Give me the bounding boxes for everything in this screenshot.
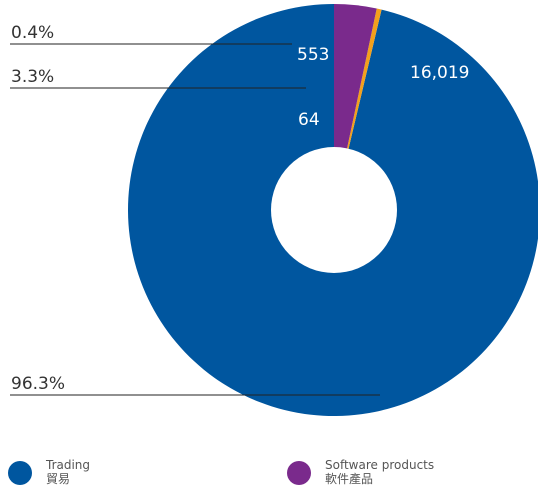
percent-label-trading: 96.3% — [11, 374, 65, 394]
legend-label-software-zh: 軟件產品 — [325, 472, 374, 486]
legend-swatch-software-products — [287, 461, 311, 485]
legend-label-trading-zh: 貿易 — [46, 472, 71, 486]
legend-swatch-trading — [8, 461, 32, 485]
legend-label-software-en: Software products — [325, 458, 435, 472]
legend-item-trading: Trading 貿易 — [8, 458, 90, 486]
percent-label-other: 0.4% — [11, 23, 54, 43]
donut-chart: 96.3% 0.4% 3.3% 16,019 64 553 — [10, 4, 538, 416]
donut-hole — [271, 147, 397, 273]
value-label-trading: 16,019 — [410, 63, 469, 83]
percent-label-software-products: 3.3% — [11, 67, 54, 87]
value-label-other: 64 — [298, 110, 320, 130]
legend-label-trading-en: Trading — [46, 458, 91, 472]
value-label-software-products: 553 — [297, 45, 329, 65]
legend-item-software-products: Software products 軟件產品 — [287, 458, 434, 486]
